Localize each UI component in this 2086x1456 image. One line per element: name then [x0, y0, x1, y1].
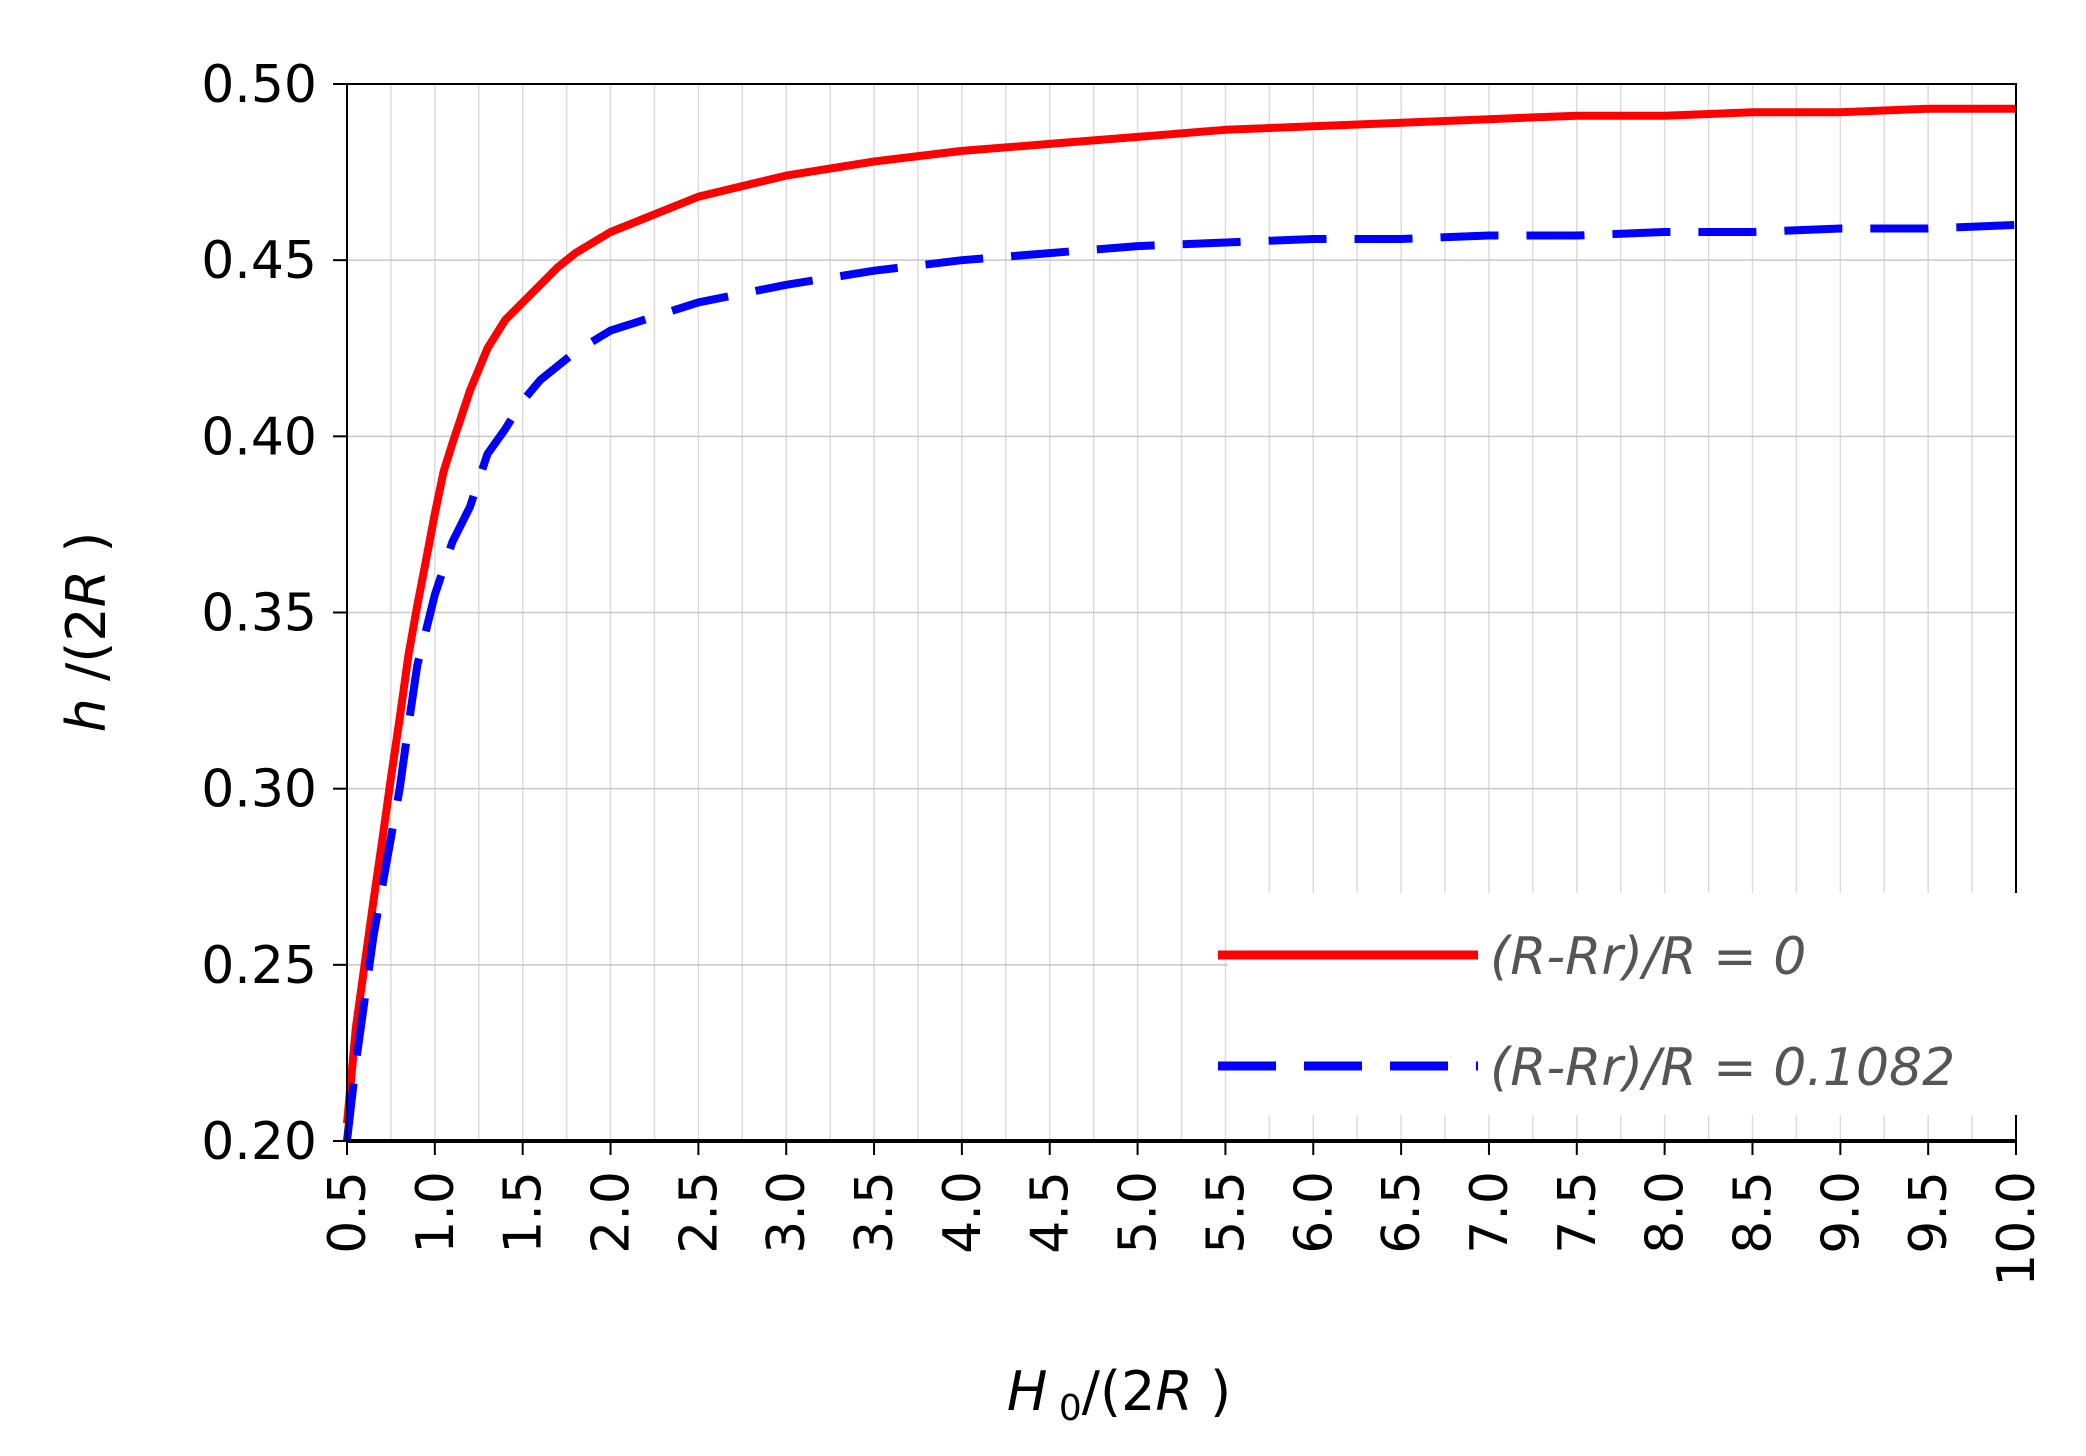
- series-line-0: [343, 104, 2016, 1124]
- legend-label-series-1: (R-Rr)/R = 0.1082: [1490, 1038, 1955, 1098]
- x-tick-label: 7.5: [1548, 1171, 1608, 1254]
- x-tick-label: 9.5: [1899, 1171, 1959, 1254]
- x-tick-label: 2.5: [669, 1171, 729, 1254]
- legend-label-series-0: (R-Rr)/R = 0: [1490, 927, 1806, 987]
- x-tick-label: 6.0: [1284, 1171, 1344, 1254]
- x-axis-ticks: 0.5 1.0 1.5 2.0 2.5 3.0 3.5 4.0 4.5 5.0 5.5 6.0 6.5 7…: [318, 1141, 2047, 1287]
- x-axis-title: H 0/(2R ): [1007, 1360, 1231, 1429]
- legend: (R-Rr)/R = 0 (R-Rr)/R = 0.1082: [1218, 893, 2023, 1115]
- series-layer: [343, 104, 2017, 1142]
- y-tick-label: 0.40: [201, 407, 317, 467]
- x-tick-label: 9.0: [1811, 1171, 1871, 1254]
- x-tick-label: 8.5: [1723, 1171, 1783, 1254]
- y-tick-label: 0.45: [201, 231, 317, 291]
- x-tick-label: 2.0: [582, 1171, 642, 1254]
- x-tick-label: 7.0: [1460, 1171, 1520, 1254]
- x-tick-label: 5.0: [1109, 1171, 1169, 1254]
- y-tick-label: 0.35: [201, 584, 317, 644]
- x-tick-label: 10.0: [1987, 1171, 2047, 1287]
- x-tick-label: 1.0: [406, 1171, 466, 1254]
- x-tick-label: 8.0: [1636, 1171, 1696, 1254]
- y-axis-title: h /(2R ): [55, 532, 118, 733]
- x-tick-label: 3.5: [845, 1171, 905, 1254]
- x-tick-label: 6.5: [1372, 1171, 1432, 1254]
- y-tick-label: 0.20: [201, 1112, 317, 1172]
- y-tick-label: 0.50: [201, 55, 317, 115]
- y-axis-ticks: 0.20 0.25 0.30 0.35 0.40 0.45 0.50: [201, 55, 347, 1172]
- y-tick-label: 0.25: [201, 936, 317, 996]
- x-tick-label: 5.5: [1196, 1171, 1256, 1254]
- y-tick-label: 0.30: [201, 760, 317, 820]
- x-tick-label: 0.5: [318, 1171, 378, 1254]
- legend-background: [1228, 893, 2023, 1115]
- x-tick-label: 3.0: [757, 1171, 817, 1254]
- x-tick-label: 4.0: [933, 1171, 993, 1254]
- x-tick-label: 4.5: [1021, 1171, 1081, 1254]
- x-tick-label: 1.5: [494, 1171, 554, 1254]
